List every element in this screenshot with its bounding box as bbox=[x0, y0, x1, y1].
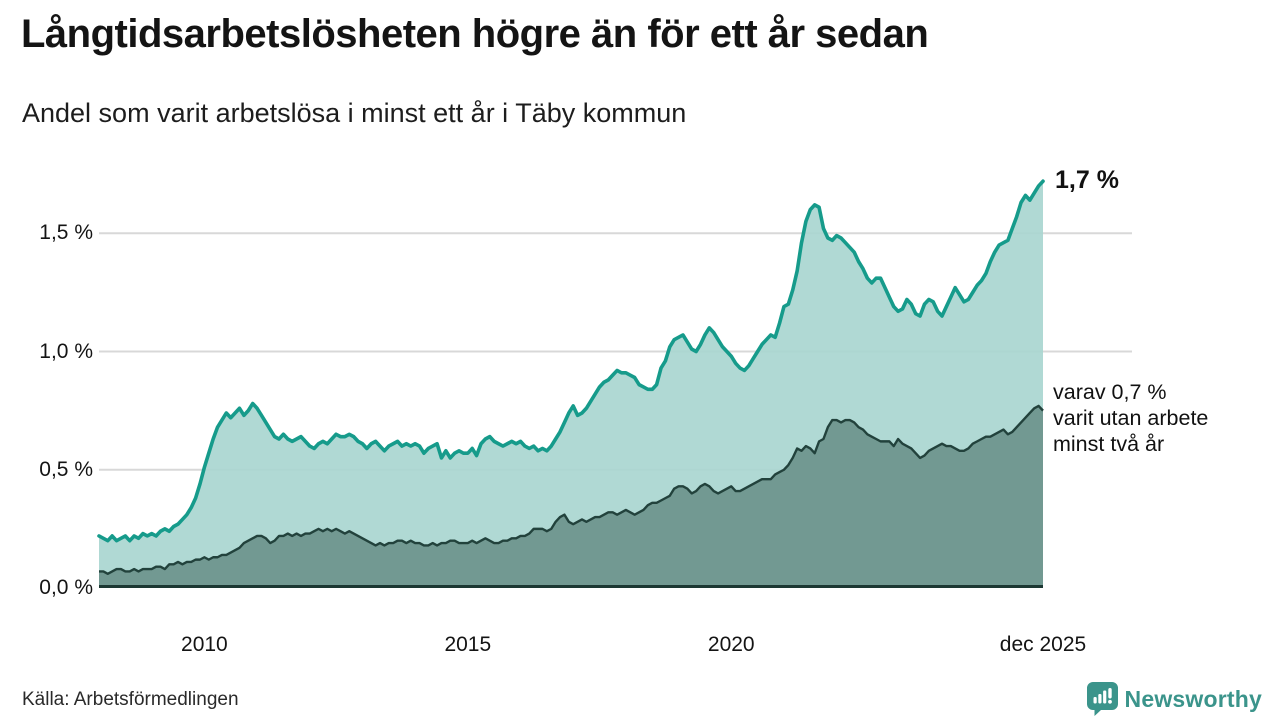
y-tick-label: 0,0 % bbox=[39, 576, 93, 599]
x-tick-label: 2020 bbox=[707, 633, 755, 656]
secondary-value-line: minst två år bbox=[1053, 432, 1165, 456]
secondary-value-label: varav 0,7 % varit utan arbete minst två … bbox=[1053, 379, 1208, 457]
newsworthy-icon bbox=[1086, 682, 1118, 716]
x-tick-label: 2010 bbox=[181, 633, 228, 656]
x-tick-label: dec 2025 bbox=[999, 633, 1087, 656]
latest-value-label: 1,7 % bbox=[1055, 166, 1119, 194]
y-tick-label: 0,5 % bbox=[39, 457, 93, 481]
chart-subtitle: Andel som varit arbetslösa i minst ett å… bbox=[22, 98, 687, 128]
y-tick-label: 1,0 % bbox=[39, 339, 93, 363]
x-tick-label: 2015 bbox=[444, 633, 492, 656]
y-tick-label: 1,5 % bbox=[39, 221, 93, 245]
secondary-value-line: varit utan arbete bbox=[1053, 406, 1209, 430]
newsworthy-wordmark: Newsworthy bbox=[1124, 685, 1262, 712]
newsworthy-logo: Newsworthy bbox=[1086, 682, 1262, 716]
secondary-value-line: varav 0,7 % bbox=[1053, 380, 1167, 404]
source-label: Källa: Arbetsförmedlingen bbox=[22, 689, 239, 710]
page-title: Långtidsarbetslösheten högre än för ett … bbox=[21, 12, 929, 56]
